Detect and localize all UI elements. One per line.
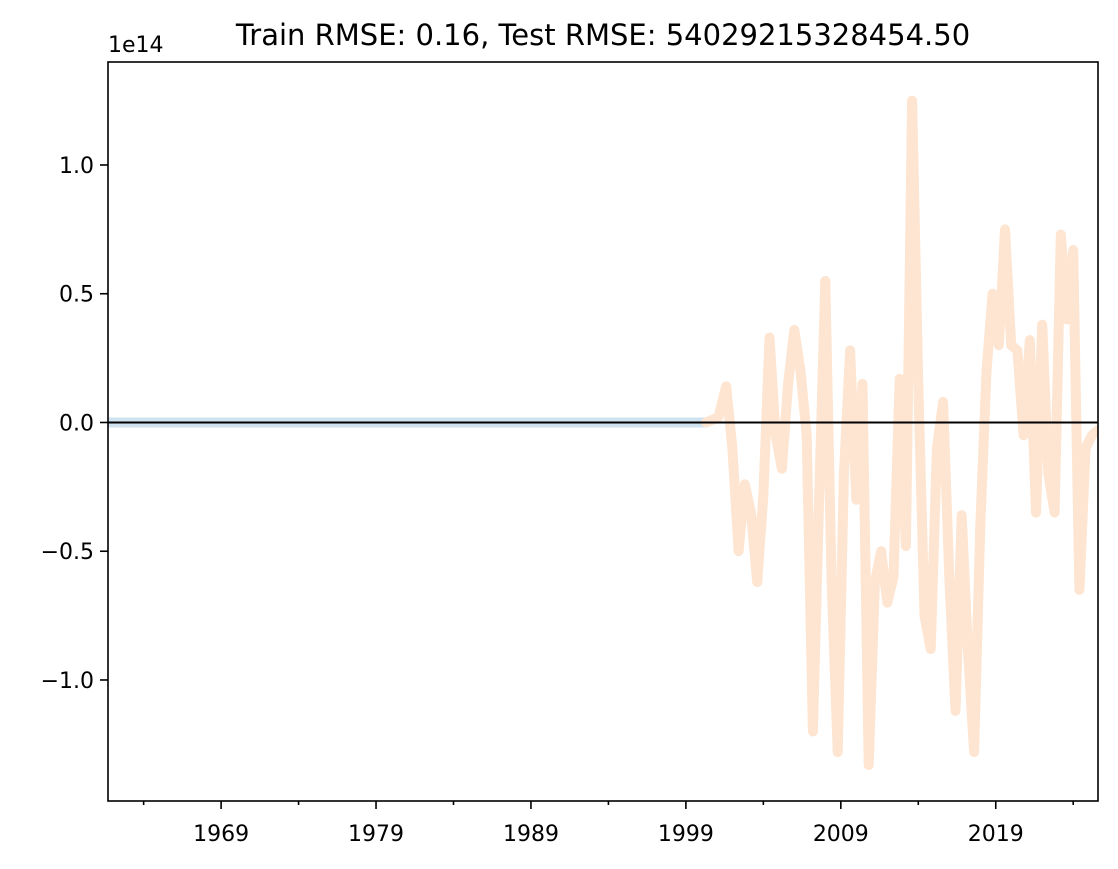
axes-frame	[107, 61, 1099, 802]
x-tick-label: 1999	[658, 822, 714, 847]
axes: 1969 1979 1989 1999 2009 2019 −1.0 −0.5 0.0 0.5 1.…	[41, 61, 1099, 847]
y-tick-label: 0.0	[59, 411, 94, 436]
x-tick-label: 2009	[813, 822, 869, 847]
y-axis-offset-label: 1e14	[108, 33, 164, 58]
series-line-2	[701, 95, 1098, 770]
x-tick-label: 1979	[348, 822, 404, 847]
y-tick-label: 1.0	[59, 154, 94, 179]
x-tick-label: 1989	[503, 822, 559, 847]
x-tick-label: 1969	[193, 822, 249, 847]
chart-title: Train RMSE: 0.16, Test RMSE: 54029215328…	[235, 18, 970, 52]
y-tick-label: −1.0	[41, 669, 94, 694]
plot-area	[108, 95, 1098, 770]
y-tick-label: −0.5	[41, 540, 94, 565]
y-tick-label: 0.5	[59, 283, 94, 308]
x-tick-label: 2019	[968, 822, 1024, 847]
